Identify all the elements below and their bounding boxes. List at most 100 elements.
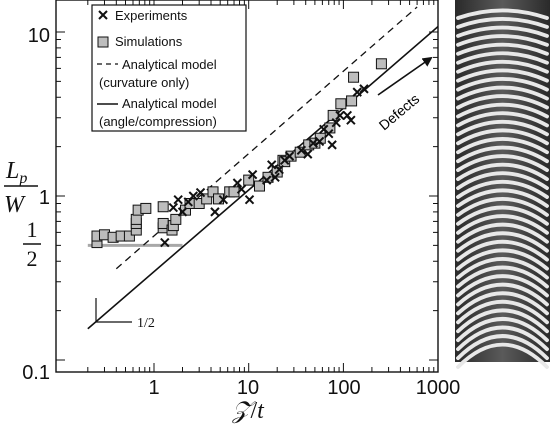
simulation-point	[243, 174, 255, 186]
wrinkle-stripe	[456, 111, 549, 128]
y-label-L: L	[5, 158, 19, 184]
wrinkle-stripe	[456, 8, 549, 20]
wrinkle-stripe	[456, 282, 549, 307]
wrinkle-stripe	[456, 119, 549, 137]
experiment-point	[346, 115, 356, 125]
wrinkle-stripe	[456, 317, 549, 343]
simulation-point	[348, 71, 360, 83]
wrinkle-stripe	[456, 162, 549, 182]
experiment-point	[324, 128, 334, 139]
wrinkle-stripe	[456, 180, 549, 199]
simulation-point	[335, 98, 347, 110]
wrinkle-stripe	[456, 68, 549, 83]
experiment-point	[262, 175, 272, 185]
experiment-point	[352, 87, 362, 97]
wrinkle-stripe	[456, 222, 549, 244]
wrinkle-stripe	[456, 85, 549, 101]
half-numerator: 1	[27, 217, 38, 242]
slope-triangle-legs	[95, 298, 132, 323]
legend: Experiments Simulations Analytical model…	[91, 4, 247, 132]
experiment-point	[247, 169, 258, 180]
experiment-point	[331, 117, 341, 128]
experiment-point	[267, 160, 277, 170]
y-label-denominator: W	[4, 192, 26, 218]
wrinkle-stripe	[456, 171, 549, 190]
experiment-point	[244, 194, 255, 205]
wrinkle-stripe	[456, 128, 549, 146]
experiment-point	[173, 194, 183, 205]
simulation-point	[123, 230, 135, 242]
legend-box	[91, 4, 247, 132]
wrinkle-stripe	[456, 51, 549, 65]
wrinkle-stripe	[456, 214, 549, 235]
experiment-point	[314, 136, 325, 147]
experiment-point	[270, 172, 280, 183]
experiment-point	[218, 194, 229, 205]
slope-label: 1/2	[137, 316, 155, 331]
legend-label-angle-compression: (angle/compression)	[99, 114, 217, 129]
wrinkle-stripe	[456, 197, 549, 217]
photo-stripes	[456, 8, 549, 369]
slope-triangle: 1/2	[95, 298, 155, 331]
simulation-point	[201, 193, 213, 205]
axis-ticks	[56, 0, 438, 372]
wrinkle-stripe	[456, 265, 549, 289]
wrinkle-stripe	[456, 291, 549, 316]
y-tick-label: 0.1	[22, 362, 50, 384]
x-tick-label: 100	[327, 377, 360, 399]
legend-label-curvature-only: (curvature only)	[99, 75, 189, 90]
wrinkle-stripe	[456, 102, 549, 119]
legend-label-simulations: Simulations	[115, 34, 183, 49]
wrinkle-stripe	[456, 248, 549, 271]
y-label-sub-p: p	[18, 170, 27, 187]
simulation-point	[375, 58, 387, 70]
experiment-point	[359, 84, 369, 94]
wrinkle-stripe	[456, 300, 549, 325]
wrinkle-stripe	[456, 145, 549, 164]
x-tick-label: 1000	[416, 377, 461, 399]
wrinkle-stripe	[456, 240, 549, 262]
wrinkle-stripe	[456, 34, 549, 47]
experiment-point	[274, 164, 284, 175]
legend-label-dashed-model: Analytical model	[122, 57, 217, 72]
experiment-point	[236, 184, 247, 194]
wrinkle-stripe	[456, 188, 549, 208]
wrinkle-stripe	[456, 274, 549, 298]
experiment-point	[296, 145, 307, 155]
wrinkle-stripe	[456, 334, 549, 361]
data-points	[91, 58, 387, 249]
simulation-point	[140, 202, 152, 214]
experiment-point	[160, 237, 170, 248]
tick-labels: 1 10 100 1000 0.1 1 10	[22, 25, 460, 399]
simulation-point	[130, 213, 142, 225]
legend-label-solid-model: Analytical model	[122, 96, 217, 111]
simulation-point	[157, 201, 169, 213]
y-label-numerator: Lp	[5, 158, 27, 187]
y-tick-label-half: 1 2	[23, 217, 41, 271]
wrinkle-stripe	[456, 17, 549, 29]
experiment-point	[177, 207, 188, 217]
wrinkle-stripe	[456, 59, 549, 74]
wrinkle-stripe	[456, 231, 549, 253]
experiment-point	[284, 151, 295, 161]
legend-cross-icon	[98, 10, 108, 20]
wrinkle-stripe	[456, 308, 549, 334]
experiment-point	[188, 191, 199, 201]
wrinkle-stripe	[456, 257, 549, 280]
legend-label-experiments: Experiments	[115, 8, 188, 23]
experiment-point	[168, 202, 179, 213]
y-axis-label: Lp W	[4, 158, 38, 218]
experiment-point	[335, 110, 345, 121]
wrinkle-stripe	[456, 77, 549, 92]
x-tick-label: 10	[237, 377, 259, 399]
wrinkle-stripe	[456, 42, 549, 56]
wrinkle-stripe	[456, 137, 549, 155]
wrinkle-photo	[455, 0, 550, 369]
x-label-slash: /	[250, 398, 257, 424]
experiment-point	[308, 138, 318, 148]
wrinkle-stripe	[456, 154, 549, 173]
defects-arrow	[377, 56, 433, 96]
x-label-t: t	[257, 398, 265, 424]
wrinkle-stripe	[456, 94, 549, 110]
half-denominator: 2	[27, 246, 38, 271]
